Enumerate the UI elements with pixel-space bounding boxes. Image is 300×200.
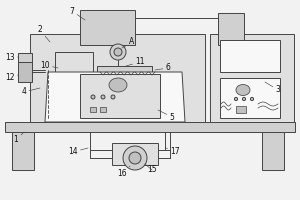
Bar <box>218 13 244 45</box>
Circle shape <box>129 152 141 164</box>
Bar <box>80 10 135 45</box>
Bar <box>12 132 34 170</box>
Circle shape <box>114 48 122 56</box>
Text: 15: 15 <box>145 164 157 174</box>
Circle shape <box>111 95 115 99</box>
Text: 7: 7 <box>70 6 85 20</box>
Bar <box>18 53 32 62</box>
Bar <box>220 40 280 72</box>
Polygon shape <box>45 72 185 122</box>
Circle shape <box>250 97 254 101</box>
Text: 14: 14 <box>68 148 88 156</box>
Bar <box>262 132 284 170</box>
Ellipse shape <box>236 84 250 96</box>
Bar <box>55 52 93 72</box>
Circle shape <box>123 146 147 170</box>
Bar <box>30 34 205 122</box>
Text: 3: 3 <box>265 82 280 95</box>
Text: 16: 16 <box>117 166 130 178</box>
Bar <box>90 107 96 112</box>
Bar <box>112 143 158 165</box>
Bar <box>100 107 106 112</box>
Text: 12: 12 <box>5 73 18 82</box>
Circle shape <box>234 97 238 101</box>
Bar <box>18 62 32 82</box>
Text: 11: 11 <box>126 58 145 66</box>
Text: 17: 17 <box>166 148 180 156</box>
Ellipse shape <box>109 78 127 92</box>
Bar <box>210 34 294 122</box>
Text: 4: 4 <box>22 88 40 97</box>
Circle shape <box>110 44 126 60</box>
Text: 5: 5 <box>158 110 174 121</box>
Text: 13: 13 <box>5 52 18 62</box>
Text: A: A <box>122 38 135 48</box>
Bar <box>5 122 295 132</box>
Text: 2: 2 <box>38 25 50 42</box>
Text: 10: 10 <box>40 60 58 70</box>
Bar <box>220 78 280 118</box>
Bar <box>236 106 246 113</box>
Circle shape <box>242 97 246 101</box>
Bar <box>97 66 152 72</box>
Text: 6: 6 <box>155 64 170 72</box>
Bar <box>80 74 160 118</box>
Circle shape <box>91 95 95 99</box>
Circle shape <box>101 95 105 99</box>
Text: 1: 1 <box>14 132 24 144</box>
